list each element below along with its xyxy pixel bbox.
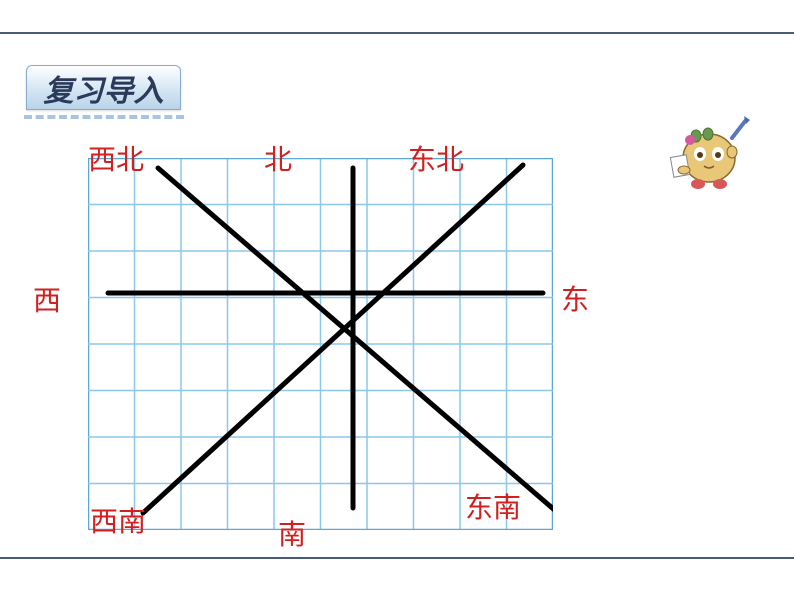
title-box: 复习导入 (26, 65, 181, 110)
grid-svg (88, 158, 553, 530)
label-west: 西 (33, 279, 61, 319)
label-east: 东 (561, 278, 589, 318)
label-southwest: 西南 (90, 500, 146, 540)
title-underline (24, 115, 184, 119)
label-northwest: 西北 (88, 138, 144, 178)
label-southeast: 东南 (465, 486, 521, 526)
label-south: 南 (278, 513, 306, 553)
label-north: 北 (264, 138, 292, 178)
mascot-icon (664, 108, 754, 198)
compass-diagram (88, 158, 553, 530)
bottom-border-line (0, 557, 794, 559)
title-text: 复习导入 (44, 66, 164, 110)
top-border-line (0, 32, 794, 34)
label-northeast: 东北 (408, 138, 464, 178)
